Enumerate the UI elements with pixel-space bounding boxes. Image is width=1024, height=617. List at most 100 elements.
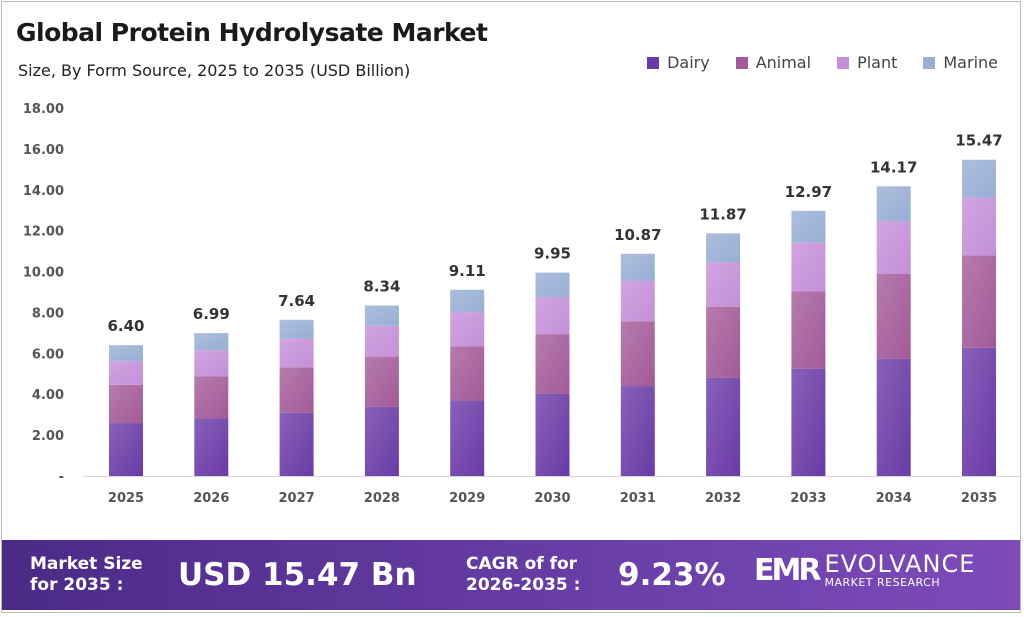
legend-label: Plant xyxy=(857,53,898,72)
y-tick-label: 2.00 xyxy=(32,429,64,444)
bar-segment-marine-2027 xyxy=(279,319,314,339)
bar-segment-plant-2035 xyxy=(962,197,996,256)
market-size-label-line1: Market Size xyxy=(30,554,143,574)
x-tick-label: 2035 xyxy=(961,491,997,506)
bar-segment-dairy-2035 xyxy=(962,347,996,476)
chart-title: Global Protein Hydrolysate Market xyxy=(16,18,488,47)
bar-segment-animal-2033 xyxy=(791,291,826,369)
bar-segment-dairy-2033 xyxy=(791,368,826,476)
x-tick-label: 2029 xyxy=(449,491,485,506)
chart-subtitle: Size, By Form Source, 2025 to 2035 (USD … xyxy=(18,61,411,80)
bar-segment-dairy-2028 xyxy=(364,406,399,476)
legend-item-animal: Animal xyxy=(735,53,812,72)
y-tick-label: 8.00 xyxy=(32,306,64,321)
bar-segment-plant-2034 xyxy=(876,221,911,275)
x-tick-label: 2028 xyxy=(364,491,400,506)
x-tick-label: 2032 xyxy=(705,491,741,506)
bar-segment-animal-2034 xyxy=(876,274,911,359)
bar-segment-marine-2028 xyxy=(364,305,399,326)
bar-segment-dairy-2030 xyxy=(535,393,570,476)
total-label: 10.87 xyxy=(614,226,661,244)
bar-segment-marine-2032 xyxy=(706,233,741,263)
logo-subtitle: MARKET RESEARCH xyxy=(824,576,941,589)
bar-segment-marine-2034 xyxy=(876,186,911,222)
market-size-label-line2: for 2035 : xyxy=(30,575,124,595)
bar-segment-animal-2025 xyxy=(109,384,143,424)
bar-segment-dairy-2034 xyxy=(876,358,911,476)
bar-segment-marine-2030 xyxy=(535,272,570,297)
legend-swatch xyxy=(923,56,936,69)
y-tick-label: 10.00 xyxy=(23,266,64,281)
bar-segment-plant-2030 xyxy=(535,296,570,335)
legend-label: Dairy xyxy=(667,53,710,72)
bar-segment-plant-2025 xyxy=(109,360,143,385)
logo-name: EVOLVANCE xyxy=(824,550,976,578)
bar-segment-dairy-2027 xyxy=(279,412,314,476)
total-label: 14.17 xyxy=(870,158,917,176)
y-tick-label: 6.00 xyxy=(32,347,64,362)
evolvance-logo: EMR EVOLVANCE MARKET RESEARCH xyxy=(754,552,975,589)
y-tick-label: 12.00 xyxy=(23,225,64,240)
bar-segment-animal-2032 xyxy=(706,306,741,378)
bar-segment-animal-2027 xyxy=(279,367,314,413)
bar-segment-animal-2029 xyxy=(450,346,485,401)
x-tick-label: 2030 xyxy=(534,491,570,506)
total-label: 12.97 xyxy=(785,183,832,201)
bar-segment-dairy-2029 xyxy=(450,400,485,476)
total-label: 9.11 xyxy=(449,262,486,280)
legend-swatch xyxy=(647,56,660,69)
bar-segment-marine-2025 xyxy=(109,345,143,361)
bar-segment-marine-2033 xyxy=(791,210,826,243)
bar-segment-dairy-2032 xyxy=(706,377,741,476)
bar-segment-plant-2031 xyxy=(620,280,655,322)
logo-mark: EMR xyxy=(754,553,821,588)
bar-segment-animal-2028 xyxy=(364,357,399,407)
cagr-label: CAGR of for 2026-2035 : xyxy=(466,554,580,596)
x-tick-label: 2033 xyxy=(790,491,826,506)
total-label: 6.40 xyxy=(107,317,144,335)
y-tick-label: - xyxy=(59,470,64,485)
legend-swatch xyxy=(837,56,850,69)
total-label: 15.47 xyxy=(955,132,1002,150)
cagr-label-line1: CAGR of for xyxy=(466,554,578,574)
bar-segment-marine-2035 xyxy=(962,159,996,198)
x-tick-label: 2025 xyxy=(108,491,144,506)
bar-segment-plant-2028 xyxy=(364,325,399,358)
legend-item-marine: Marine xyxy=(923,53,998,72)
total-label: 11.87 xyxy=(699,205,746,223)
bar-segment-animal-2035 xyxy=(962,255,996,348)
total-label: 9.95 xyxy=(534,245,571,263)
bar-segment-marine-2026 xyxy=(194,333,229,351)
legend-label: Animal xyxy=(755,53,812,72)
y-tick-label: 4.00 xyxy=(32,388,64,403)
bar-segment-plant-2032 xyxy=(706,262,741,307)
bar-segment-dairy-2025 xyxy=(109,423,143,476)
bar-segment-plant-2033 xyxy=(791,242,826,292)
bar-segment-animal-2031 xyxy=(620,321,655,387)
bar-segment-dairy-2026 xyxy=(194,418,229,476)
bar-segment-marine-2031 xyxy=(620,253,655,281)
total-label: 7.64 xyxy=(278,292,315,310)
stacked-bar-chart: - 2.00 4.00 6.00 8.00 10.00 12.00 14.00 16.00 18.… xyxy=(23,102,1022,506)
market-size-label: Market Size for 2035 : xyxy=(30,554,143,596)
legend-swatch xyxy=(735,56,748,69)
x-tick-label: 2031 xyxy=(620,491,656,506)
bar-segment-marine-2029 xyxy=(450,289,485,313)
y-tick-label: 18.00 xyxy=(23,102,64,117)
market-size-value: USD 15.47 Bn xyxy=(178,557,417,593)
legend: Dairy Animal Plant Marine xyxy=(647,53,998,72)
legend-label: Marine xyxy=(943,53,998,72)
x-tick-label: 2027 xyxy=(279,491,315,506)
bar-segment-plant-2027 xyxy=(279,338,314,368)
cagr-label-line2: 2026-2035 : xyxy=(466,575,581,595)
legend-item-plant: Plant xyxy=(837,53,897,72)
bar-segment-plant-2026 xyxy=(194,350,229,377)
bar-segment-plant-2029 xyxy=(450,312,485,347)
x-tick-label: 2026 xyxy=(193,491,229,506)
y-tick-label: 14.00 xyxy=(23,184,64,199)
bar-segment-animal-2026 xyxy=(194,376,229,419)
total-label: 6.99 xyxy=(193,305,230,323)
summary-banner: Market Size for 2035 : USD 15.47 Bn CAGR… xyxy=(2,540,1020,610)
cagr-value: 9.23% xyxy=(618,557,726,593)
